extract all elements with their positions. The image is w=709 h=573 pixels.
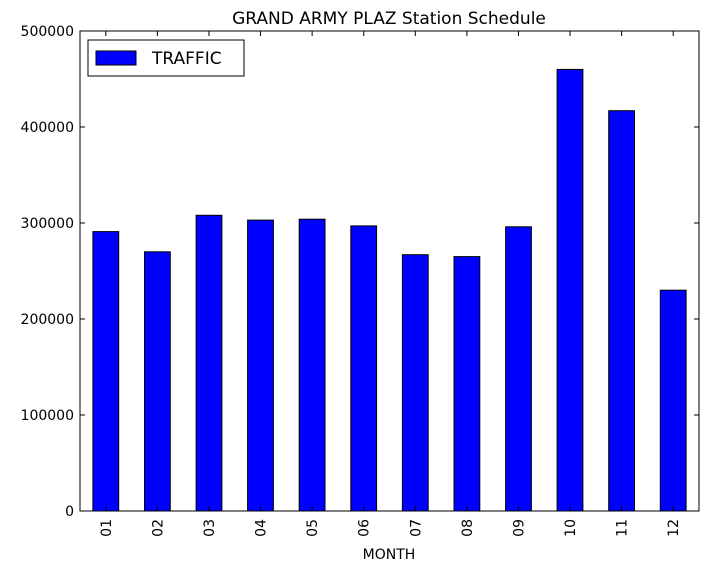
- x-tick-label-07: 07: [408, 519, 424, 537]
- y-tick-label: 200000: [21, 312, 74, 328]
- bar-05: [298, 218, 326, 512]
- x-tick-label-04: 04: [254, 519, 270, 537]
- x-tick-label-11: 11: [615, 519, 631, 537]
- legend: TRAFFIC: [87, 39, 245, 77]
- bar-01: [92, 231, 120, 512]
- x-tick-label-02: 02: [150, 519, 166, 537]
- x-tick-label-08: 08: [460, 519, 476, 537]
- bar-10: [556, 68, 584, 512]
- bar-02: [144, 251, 171, 512]
- x-tick-label-03: 03: [202, 519, 218, 537]
- bars-group: [92, 68, 687, 512]
- x-tick-label-01: 01: [99, 519, 115, 537]
- y-tick-label: 400000: [21, 120, 74, 136]
- x-axis: 01 02 03 04 05 06 07 08 09 10 11 12: [99, 31, 682, 537]
- y-axis: 0 100000 200000 300000 400000 500000: [21, 24, 699, 520]
- legend-label: TRAFFIC: [151, 49, 222, 69]
- y-tick-label: 100000: [21, 408, 74, 424]
- bar-04: [247, 219, 274, 512]
- bar-06: [350, 225, 378, 512]
- bar-12: [659, 289, 687, 512]
- bar-09: [505, 226, 532, 512]
- bar-03: [195, 214, 223, 512]
- x-tick-label-05: 05: [305, 519, 321, 537]
- legend-swatch: [95, 50, 137, 66]
- x-tick-label-10: 10: [563, 519, 579, 537]
- y-tick-label: 0: [65, 504, 74, 520]
- y-tick-label: 300000: [21, 216, 74, 232]
- bar-11: [608, 110, 636, 512]
- y-tick-label: 500000: [21, 24, 74, 40]
- x-tick-label-09: 09: [511, 519, 527, 537]
- plot-frame: [79, 30, 700, 512]
- chart-title: GRAND ARMY PLAZ Station Schedule: [232, 9, 546, 29]
- bar-08: [453, 256, 481, 512]
- bar-07: [401, 254, 429, 512]
- x-axis-label: MONTH: [363, 547, 416, 563]
- x-tick-label-12: 12: [666, 519, 682, 537]
- x-tick-label-06: 06: [357, 519, 373, 537]
